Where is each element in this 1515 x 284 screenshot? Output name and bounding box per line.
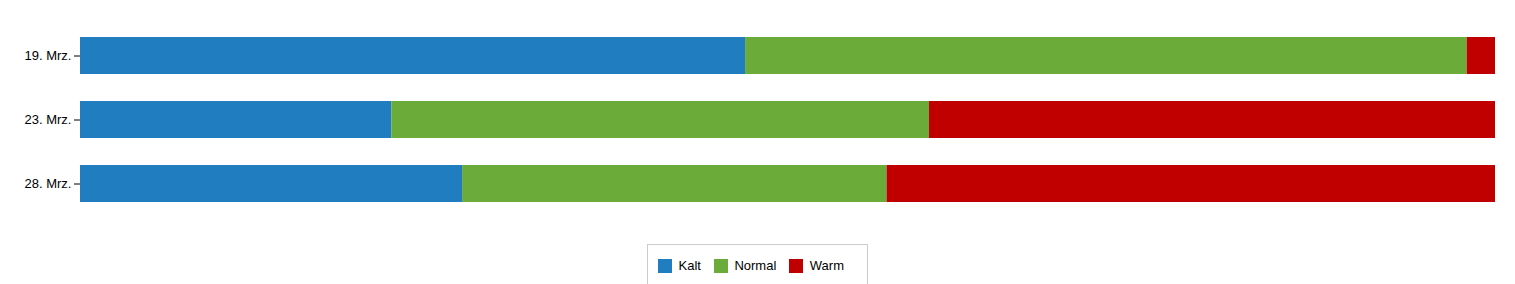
svg-text:23. Mrz.: 23. Mrz. [25,112,72,127]
html-text:Normal: Normal [734,258,777,273]
svg-text:19. Mrz.: 19. Mrz. [25,48,72,63]
html-text:Kalt: Kalt [678,258,701,273]
svg-text:28. Mrz.: 28. Mrz. [25,176,72,191]
html-text:Warm: Warm [809,258,844,273]
